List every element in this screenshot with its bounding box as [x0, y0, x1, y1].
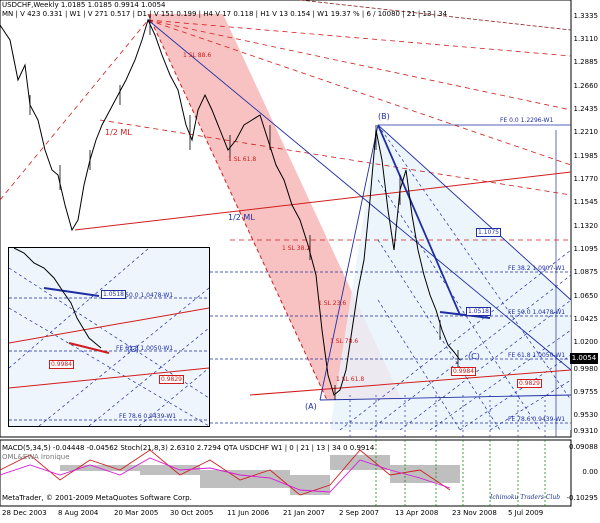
inset-point-c-label: (C) — [127, 345, 139, 354]
fe-78-label: FE 78.6 0.9439-W1 — [508, 416, 566, 423]
price-tick: 0.9755 — [573, 388, 599, 396]
sl-label-5: 1 SL 78.6 — [330, 338, 359, 345]
indicator-header: MACD(5,34,5) -0.04448 -0.04562 Stoch(21,… — [2, 444, 375, 452]
ml-label-left: 1/2 ML — [105, 128, 132, 137]
level-box-3: 0.9984 — [451, 367, 476, 376]
indicator-subtitle: OML&EWA Ironique — [2, 453, 70, 461]
red-solid-median — [74, 171, 572, 231]
price-tick: 1.2210 — [573, 128, 599, 136]
price-tick: 1.1545 — [573, 198, 599, 206]
fib-grid-area — [330, 125, 571, 430]
sl-label-4: 1 SL 23.6 — [318, 300, 347, 307]
price-tick: 0.9530 — [573, 411, 599, 419]
chart-title: USDCHF,Weekly 1.0185 1.0185 0.9914 1.005… — [2, 1, 166, 9]
point-b-label: (B) — [378, 112, 390, 121]
time-tick: 20 Mar 2005 — [114, 509, 159, 517]
pink-zone-border-left — [147, 13, 328, 401]
price-tick: 1.3110 — [573, 35, 599, 43]
price-tick: 0.9310 — [573, 427, 599, 435]
blue-thick-short — [439, 311, 491, 319]
price-tick: 1.1320 — [573, 222, 599, 230]
sl-label-3: 1 SL 38.2 — [282, 245, 311, 252]
fe-0-label: FE 0.0 1.2296-W1 — [500, 117, 554, 124]
price-tick: 1.1095 — [573, 245, 599, 253]
inset-fe-78-label: FE 78.6 0.9439-W1 — [119, 413, 177, 420]
chart-info-line: MN | V 423 0.331 | W1 | V 271 0.517 | D1… — [2, 10, 448, 18]
sl-label-6: 1 SL 61.8 — [336, 376, 365, 383]
copyright-text: MetaTrader, © 2001-2009 MetaQuotes Softw… — [2, 494, 192, 502]
indicator-tick: -0.10295 — [566, 494, 598, 502]
fib-diagonals — [339, 124, 572, 431]
price-tick: 1.2885 — [573, 58, 599, 66]
time-tick: 8 Aug 2004 — [58, 509, 99, 517]
time-tick: 28 Dec 2003 — [2, 509, 47, 517]
fe-38-label: FE 38.2 1.0907-W1 — [508, 265, 566, 272]
time-tick: 11 Jun 2006 — [227, 509, 270, 517]
price-tick: 1.2660 — [573, 82, 599, 90]
inset-level-box-3: 0.9829 — [159, 375, 184, 384]
price-tick: 1.1985 — [573, 152, 599, 160]
indicator-tick: 0.00 — [582, 468, 598, 476]
red-lower-line — [249, 369, 572, 396]
zoom-inset: FE 50.0 1.0478-W1 FE 61.8 1.0050-W1 FE 7… — [8, 247, 210, 427]
inset-red-lower — [9, 367, 209, 389]
price-tick: 0.9980 — [573, 365, 599, 373]
ml-label-mid: 1/2 ML — [228, 213, 255, 222]
price-series — [0, 18, 461, 396]
time-tick: 23 Nov 2008 — [452, 509, 497, 517]
price-tick: 1.0650 — [573, 292, 599, 300]
inset-level-box-1: 1.0518 — [101, 290, 126, 299]
dark-red-upper-line — [299, 0, 572, 31]
level-box-2: 1.0518 — [466, 307, 491, 316]
inset-blue-thick — [43, 287, 100, 297]
price-tick: 1.3335 — [573, 12, 599, 20]
inset-price-series — [13, 248, 102, 349]
inset-chart-svg — [9, 248, 209, 426]
level-box-4: 0.9829 — [517, 379, 542, 388]
time-tick: 21 Jan 2007 — [283, 509, 325, 517]
inset-fe-50-label: FE 50.0 1.0478-W1 — [116, 292, 174, 299]
candle-wicks — [29, 14, 459, 400]
sl-label-2: 1 SL 61.8 — [228, 156, 257, 163]
stoch-signal-line — [0, 457, 451, 493]
price-tick: 1.2435 — [573, 105, 599, 113]
fe-61-label: FE 61.8 1.0050-W1 — [508, 352, 566, 359]
blue-channel — [147, 19, 572, 401]
time-tick: 13 Apr 2008 — [395, 509, 439, 517]
signature-text: Ichimoku Traders Club — [490, 494, 561, 501]
sl-label-1: 1 SL 88.6 — [183, 52, 212, 59]
inset-level-box-2: 0.9984 — [49, 360, 74, 369]
fib-time-lines — [349, 130, 557, 437]
level-box-1: 1.1075 — [476, 228, 501, 237]
price-tick: 1.0425 — [573, 315, 599, 323]
indicator-verticals — [375, 440, 546, 506]
price-tick: 1.1770 — [573, 175, 599, 183]
inset-red-thick — [68, 342, 110, 354]
time-tick: 5 Jul 2009 — [508, 509, 544, 517]
indicator-tick: 0.09088 — [569, 443, 598, 451]
price-tick: 1.0200 — [573, 338, 599, 346]
point-a-label: (A) — [305, 402, 317, 411]
time-tick: 30 Oct 2005 — [170, 509, 214, 517]
fe-50-label: FE 50.0 1.0478-W1 — [508, 309, 566, 316]
price-tick: 1.0875 — [573, 268, 599, 276]
inset-fe-61-label: FE 61.8 1.0050-W1 — [116, 345, 174, 352]
red-median-lines — [0, 19, 572, 241]
inset-red-line — [9, 307, 209, 344]
current-price-box: 1.0054 — [570, 353, 598, 364]
point-c-label: (C) — [468, 352, 480, 361]
fe-levels — [210, 124, 571, 424]
blue-thick-segment — [377, 124, 461, 316]
time-tick: 2 Sep 2007 — [339, 509, 379, 517]
